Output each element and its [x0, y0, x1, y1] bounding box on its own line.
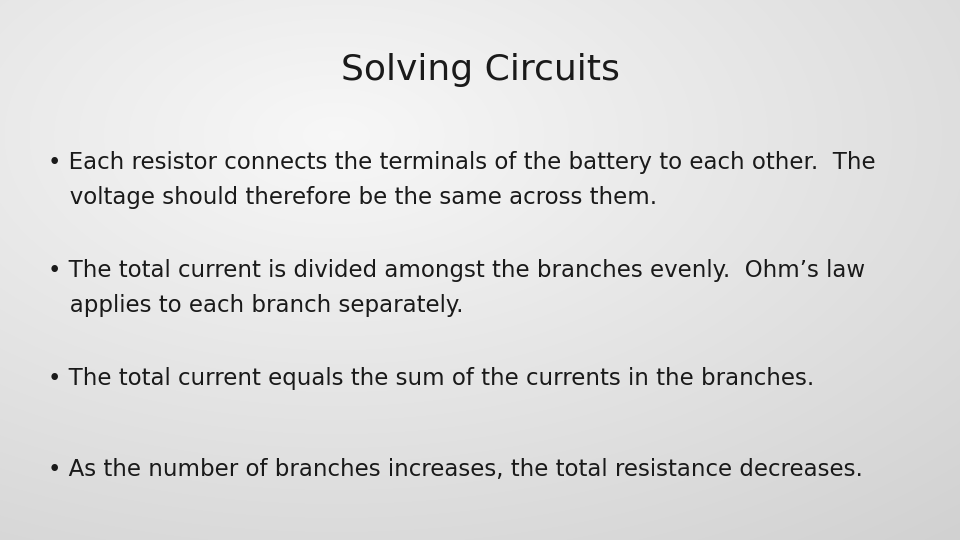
- Text: • As the number of branches increases, the total resistance decreases.: • As the number of branches increases, t…: [48, 458, 863, 481]
- Text: applies to each branch separately.: applies to each branch separately.: [48, 294, 464, 316]
- Text: • The total current equals the sum of the currents in the branches.: • The total current equals the sum of th…: [48, 367, 814, 389]
- Text: voltage should therefore be the same across them.: voltage should therefore be the same acr…: [48, 186, 658, 208]
- Text: • Each resistor connects the terminals of the battery to each other.  The: • Each resistor connects the terminals o…: [48, 151, 876, 173]
- Text: Solving Circuits: Solving Circuits: [341, 53, 619, 87]
- Text: • The total current is divided amongst the branches evenly.  Ohm’s law: • The total current is divided amongst t…: [48, 259, 865, 281]
